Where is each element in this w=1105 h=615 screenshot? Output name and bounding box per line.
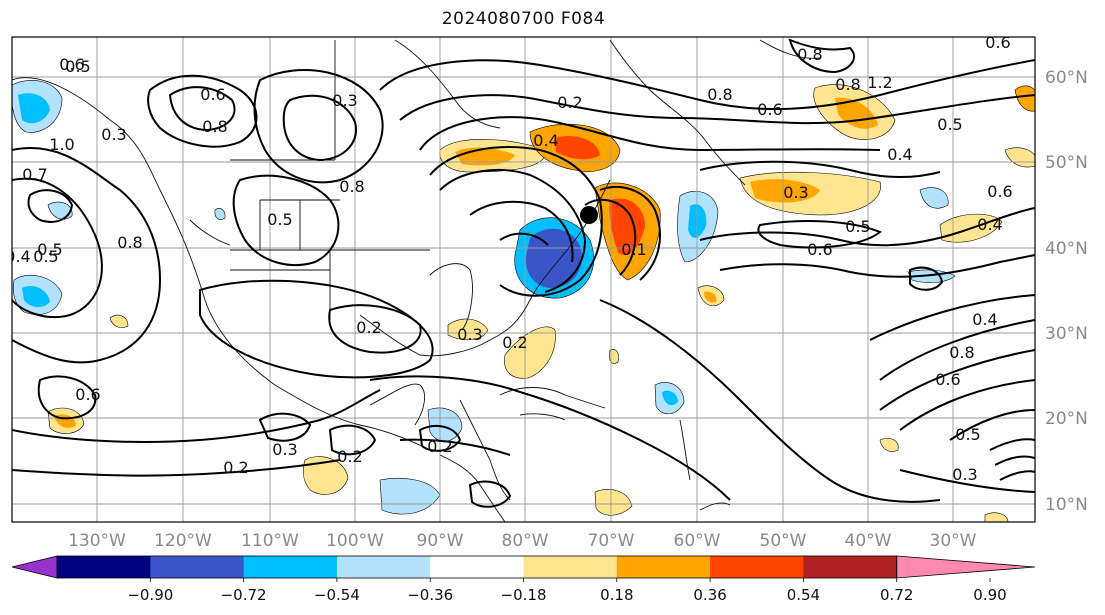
contour-label: 0.4 [977,215,1002,234]
colorbar-extend-high [896,555,1036,579]
contour-label: 0.6 [59,55,84,74]
lat-label: 20°N [1045,409,1088,429]
contour-label: 0.3 [101,125,126,144]
lon-label: 70°W [588,531,635,551]
coastlines [12,39,821,522]
contour-label: 0.3 [332,91,357,110]
contour-label: 0.4 [887,145,912,164]
lon-label: 50°W [760,531,807,551]
colorbar-segment [616,556,711,578]
contour-label: 0.2 [427,437,452,456]
map-title: 2024080700 F084 [441,9,606,29]
contour-label: 0.6 [807,240,832,259]
lon-label: 100°W [326,531,384,551]
contour-label: 0.6 [987,182,1012,201]
contour-label: 0.4 [5,247,30,266]
contour-labels: 0.50.30.70.60.81.00.30.50.80.4 0.50.80.2 0… [5,33,1013,484]
colorbar-extend-low [11,555,58,579]
contour-label: 0.2 [557,93,582,112]
contour-label: 0.2 [223,458,248,477]
contour-label: 0.3 [952,465,977,484]
lon-label: 40°W [845,531,892,551]
contour-lines [12,38,1035,508]
contour-label: 0.6 [757,100,782,119]
contour-label: 0.8 [707,85,732,104]
contour-label: 0.8 [949,343,974,362]
contour-label: 0.5 [267,210,292,229]
lon-label: 110°W [241,531,299,551]
lon-label: 130°W [68,531,126,551]
colorbar-tick-label: −0.54 [314,586,360,604]
colorbar-tick-label: −0.36 [407,586,453,604]
contour-label: 0.5 [37,240,62,259]
contour-label: 0.6 [75,385,100,404]
contour-label: 0.2 [337,447,362,466]
colorbar-tick-label: −0.90 [127,586,173,604]
contour-label: 0.2 [502,333,527,352]
contour-label: 0.3 [457,325,482,344]
contour-label: 0.4 [972,310,997,329]
colorbar-tick-label: 0.36 [693,586,726,604]
colorbar-segment [150,556,245,578]
lon-label: 30°W [930,531,977,551]
storm-center-dot [580,206,598,224]
contour-label: 0.4 [533,131,558,150]
lon-label: 80°W [502,531,549,551]
colorbar-tick-label: 0.54 [787,586,820,604]
colorbar-segment [803,556,898,578]
contour-label: 0.6 [985,33,1010,52]
lon-label: 120°W [154,531,212,551]
contour-label: 0.5 [845,217,870,236]
contour-label: 0.7 [22,165,47,184]
contour-label: 0.6 [200,85,225,104]
contour-label: 0.5 [937,115,962,134]
lon-label: 90°W [417,531,464,551]
contour-label: 0.8 [202,117,227,136]
contour-label: 0.6 [935,370,960,389]
lat-label: 60°N [1045,68,1088,88]
contour-label: 0.8 [339,177,364,196]
contour-label: 0.2 [356,318,381,337]
colorbar-segment [430,556,524,578]
lat-label: 30°N [1045,324,1088,344]
colorbar-segment [710,556,804,578]
contour-label: 0.5 [33,247,58,266]
contour-label: 0.3 [783,183,808,202]
contour-label: 1.2 [867,73,892,92]
contour-label: 0.3 [272,440,297,459]
colorbar-tick-label: −0.72 [221,586,267,604]
lat-label: 40°N [1045,239,1088,259]
lon-label: 60°W [674,531,721,551]
contour-label: 0.5 [65,57,90,76]
lat-label: 50°N [1045,153,1088,173]
colorbar-segment [523,556,618,578]
contour-label: 0.8 [797,45,822,64]
colorbar-tick-label: 0.90 [973,586,1006,604]
colorbar-segment [336,556,431,578]
contour-label: 0.8 [117,233,142,252]
colorbar: −0.90 −0.72 −0.54 −0.36 −0.18 0.18 0.36 0.54 0.7… [11,555,1036,604]
colorbar-tick-label: −0.18 [501,586,547,604]
contour-label: 0.8 [835,75,860,94]
contour-label: 1.0 [49,135,74,154]
contour-label: 0.1 [621,240,646,259]
lat-label: 10°N [1045,495,1088,515]
colorbar-segment [57,556,151,578]
colorbar-segment [243,556,338,578]
map-frame [11,36,1036,523]
longitude-labels: 130°W 120°W 110°W 100°W 90°W 80°W 70°W 60°W 50°W… [68,531,977,551]
colorbar-tick-label: 0.72 [880,586,913,604]
contour-label: 0.5 [955,425,980,444]
shaded-fields [12,80,1035,522]
latitude-labels: 60°N 50°N 40°N 30°N 20°N 10°N [1045,68,1088,515]
colorbar-tick-label: 0.18 [600,586,633,604]
